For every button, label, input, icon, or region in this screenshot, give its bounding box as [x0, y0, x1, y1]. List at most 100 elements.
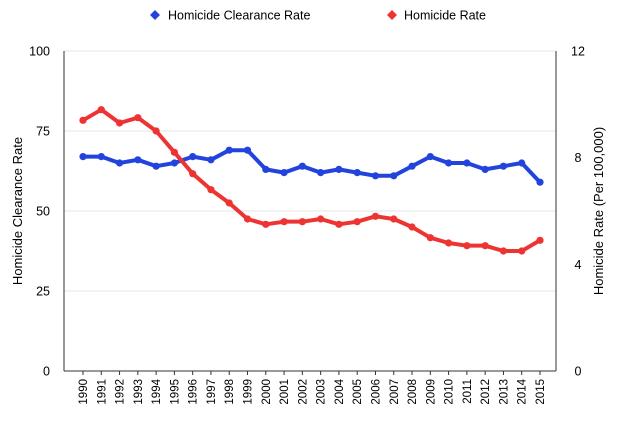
- point-clearance-1992: [115, 159, 124, 167]
- left-tick-label-25: 25: [36, 285, 50, 299]
- x-tick-label-2008: 2008: [407, 379, 419, 405]
- point-homicide-rate-2010: [445, 239, 453, 247]
- point-clearance-2011: [463, 159, 471, 167]
- point-clearance-2004: [335, 165, 343, 173]
- legend-item-clearance[interactable]: Homicide Clearance Rate: [150, 9, 310, 23]
- x-tick-label-1996: 1996: [188, 379, 200, 405]
- point-clearance-1991: [97, 153, 105, 161]
- point-clearance-1995: [170, 159, 178, 167]
- point-homicide-rate-1992: [115, 119, 124, 127]
- point-clearance-1990: [79, 153, 87, 161]
- point-clearance-2006: [371, 172, 380, 180]
- point-homicide-rate-1998: [225, 199, 233, 207]
- point-homicide-rate-2004: [335, 220, 343, 228]
- x-tick-label-1997: 1997: [206, 379, 218, 405]
- point-homicide-rate-1997: [207, 186, 215, 194]
- point-homicide-rate-2002: [298, 218, 306, 226]
- point-clearance-2001: [280, 169, 288, 177]
- series-line-clearance: [81, 148, 542, 185]
- x-tick-label-2011: 2011: [462, 379, 474, 404]
- x-tick-label-2014: 2014: [517, 378, 529, 404]
- point-homicide-rate-1996: [189, 170, 197, 178]
- x-tick-label-1992: 1992: [115, 379, 127, 405]
- x-tick-label-1990: 1990: [78, 379, 90, 405]
- x-tick-label-1993: 1993: [133, 379, 145, 405]
- point-clearance-1996: [189, 153, 197, 161]
- x-tick-label-2005: 2005: [352, 379, 364, 405]
- point-homicide-rate-2006: [371, 212, 380, 220]
- right-axis-label: Homicide Rate (Per 100,000): [591, 127, 606, 295]
- axes: [63, 51, 557, 372]
- point-clearance-2000: [262, 165, 270, 173]
- right-tick-label-4: 4: [575, 258, 582, 272]
- x-tick-label-2001: 2001: [279, 379, 291, 405]
- x-tick-label-1998: 1998: [224, 379, 236, 405]
- point-homicide-rate-2000: [262, 220, 270, 228]
- x-tick-label-2012: 2012: [480, 379, 492, 405]
- point-clearance-2015: [536, 178, 544, 186]
- left-axis-label: Homicide Clearance Rate: [10, 137, 25, 285]
- point-homicide-rate-2011: [463, 242, 471, 250]
- x-tick-label-2002: 2002: [297, 379, 309, 405]
- series-clearance: [79, 146, 544, 186]
- legend-marker-homicide-rate: [387, 10, 397, 20]
- x-tick-label-1991: 1991: [96, 379, 108, 405]
- point-homicide-rate-2008: [408, 223, 416, 231]
- x-tick-label-2015: 2015: [535, 379, 547, 405]
- point-homicide-rate-1995: [170, 148, 178, 156]
- x-tick-label-1999: 1999: [243, 379, 255, 405]
- x-tick-label-1994: 1994: [151, 378, 163, 404]
- point-homicide-rate-2013: [499, 247, 508, 255]
- x-tick-label-2009: 2009: [425, 379, 437, 405]
- left-axis-ticks: 0 25 50 75 100: [29, 45, 50, 379]
- point-homicide-rate-2014: [518, 247, 526, 255]
- point-clearance-1997: [207, 156, 215, 164]
- legend-item-homicide-rate[interactable]: Homicide Rate: [387, 9, 486, 23]
- right-tick-label-0: 0: [575, 365, 582, 379]
- right-tick-label-12: 12: [571, 45, 585, 59]
- legend-marker-clearance: [150, 10, 160, 20]
- point-homicide-rate-2003: [317, 215, 325, 223]
- x-tick-label-2007: 2007: [389, 379, 401, 405]
- x-tick-label-2006: 2006: [370, 379, 382, 405]
- right-axis-ticks: 0 4 8 12: [571, 45, 585, 379]
- point-homicide-rate-2009: [426, 234, 434, 242]
- series-homicide-rate: [79, 106, 544, 255]
- legend: Homicide Clearance Rate Homicide Rate: [150, 9, 486, 23]
- point-clearance-2014: [518, 159, 526, 167]
- x-axis-ticks: 1990 1991 1992 1993 1994 1995 1996 1997 1998 1999…: [78, 371, 547, 405]
- point-clearance-2008: [408, 162, 416, 170]
- point-homicide-rate-1991: [97, 106, 105, 114]
- point-clearance-1993: [134, 156, 142, 164]
- point-clearance-2013: [499, 162, 508, 170]
- point-homicide-rate-1990: [79, 116, 87, 124]
- point-clearance-2002: [298, 162, 306, 170]
- x-tick-label-2004: 2004: [334, 378, 346, 404]
- point-homicide-rate-1993: [134, 114, 142, 122]
- series-layer: [79, 106, 544, 255]
- left-tick-label-0: 0: [43, 365, 50, 379]
- point-clearance-1999: [243, 146, 252, 154]
- point-clearance-1998: [225, 146, 233, 154]
- left-tick-label-75: 75: [36, 125, 50, 139]
- point-clearance-2010: [445, 159, 453, 167]
- legend-label-homicide-rate: Homicide Rate: [404, 9, 486, 23]
- point-homicide-rate-1999: [243, 215, 252, 223]
- point-homicide-rate-1994: [152, 127, 160, 135]
- legend-label-clearance: Homicide Clearance Rate: [168, 9, 310, 23]
- x-tick-label-2013: 2013: [498, 379, 510, 405]
- point-homicide-rate-2001: [280, 218, 288, 226]
- right-tick-label-8: 8: [575, 151, 582, 165]
- point-clearance-2007: [390, 172, 398, 180]
- point-homicide-rate-2005: [353, 218, 361, 226]
- point-homicide-rate-2007: [390, 215, 398, 223]
- x-tick-label-2010: 2010: [444, 379, 456, 405]
- left-tick-label-100: 100: [29, 45, 50, 59]
- point-clearance-1994: [152, 162, 160, 170]
- point-homicide-rate-2012: [481, 242, 489, 250]
- point-clearance-2005: [353, 169, 361, 177]
- x-tick-label-1995: 1995: [169, 379, 181, 405]
- point-clearance-2012: [481, 165, 489, 173]
- x-tick-label-2003: 2003: [316, 379, 328, 405]
